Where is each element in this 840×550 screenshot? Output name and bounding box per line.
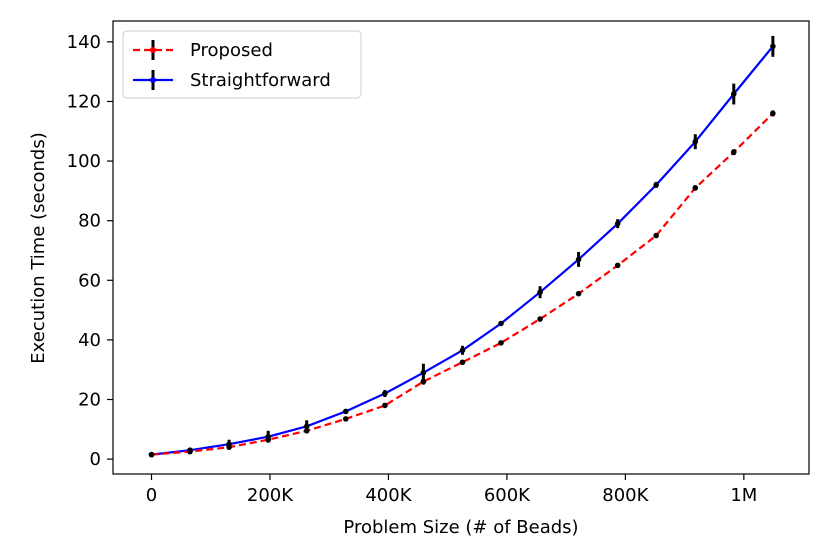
data-point-straightforward [382,390,388,397]
data-point-straightforward [420,369,427,376]
plot-frame [112,20,810,475]
x-axis-ticks: 0 200K 400K 600K 800K 1M [146,474,757,506]
x-axis-title: Problem Size (# of Beads) [343,517,578,538]
legend-proposed-label: Proposed [190,40,273,61]
y-tick-label: 100 [67,151,101,172]
data-point-proposed [770,110,776,117]
data-point-proposed [653,232,659,239]
x-tick-label: 0 [146,485,157,506]
data-point-straightforward [498,320,504,327]
data-point-straightforward [770,43,776,50]
data-point-proposed [575,290,582,297]
data-point-straightforward [653,182,659,188]
legend-item-proposed: Proposed [133,40,273,61]
y-tick-label: 0 [90,449,101,470]
y-tick-label: 60 [78,270,101,291]
y-axis-ticks: 0 20 40 60 80 100 120 140 [67,32,113,470]
y-tick-label: 80 [78,211,101,232]
data-point-straightforward [614,220,621,227]
legend-straightforward-label: Straightforward [190,70,331,91]
data-point-proposed [187,448,193,455]
data-point-straightforward [342,408,349,415]
data-point-proposed [148,451,155,458]
series-line-proposed [151,112,774,456]
data-point-proposed [459,359,466,366]
data-point-proposed [498,340,504,346]
data-point-straightforward [730,91,737,97]
data-point-proposed [342,416,349,422]
data-point-proposed [730,149,737,155]
legend-straightforward-marker-swatch [150,77,156,83]
x-tick-label: 600K [484,485,531,506]
data-point-proposed [537,316,543,322]
data-point-proposed [692,185,699,191]
data-point-straightforward [692,138,699,145]
data-point-proposed [303,427,310,434]
series-proposed [148,110,776,458]
data-point-proposed [265,436,271,443]
legend-item-straightforward: Straightforward [133,70,331,91]
y-tick-label: 20 [78,389,101,410]
series-layer [148,35,776,458]
data-point-straightforward [575,256,582,263]
data-point-proposed [420,378,427,385]
legend: Proposed Straightforward [122,30,362,99]
data-point-proposed [382,402,388,409]
x-tick-label: 800K [602,485,649,506]
data-point-straightforward [537,289,543,296]
legend-proposed-marker-swatch [150,47,156,53]
x-tick-label: 400K [365,485,412,506]
x-tick-label: 200K [247,485,294,506]
y-axis-title: Execution Time (seconds) [28,132,49,363]
data-point-proposed [226,444,232,450]
y-tick-label: 140 [67,32,101,53]
y-tick-label: 120 [67,91,101,112]
x-tick-label: 1M [730,485,757,506]
data-point-proposed [614,262,621,269]
y-tick-label: 40 [78,330,101,351]
legend-box [122,30,362,99]
data-point-straightforward [303,423,310,430]
data-point-straightforward [459,347,466,354]
